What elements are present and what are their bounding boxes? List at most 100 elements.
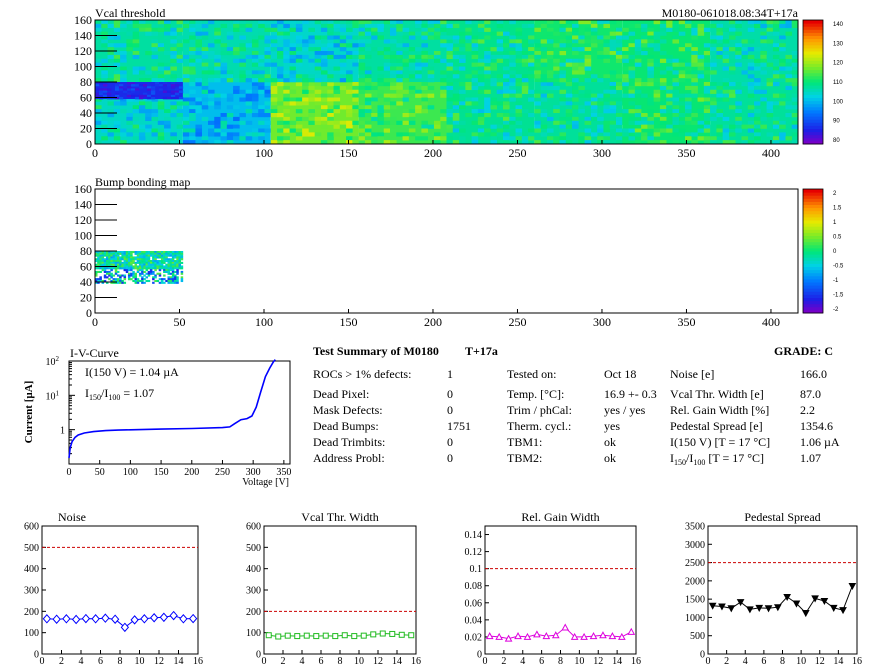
bump-cell bbox=[114, 281, 118, 284]
y-tick-label: 100 bbox=[74, 60, 92, 74]
bump-cell bbox=[171, 267, 175, 270]
heatmap-cell bbox=[452, 109, 460, 114]
bump-cell bbox=[125, 258, 129, 261]
heatmap-cell bbox=[289, 97, 297, 102]
heatmap-cell bbox=[320, 109, 328, 114]
heatmap-cell bbox=[339, 20, 347, 25]
color-scale-step bbox=[803, 198, 823, 202]
low-threshold-cell bbox=[174, 90, 180, 93]
bump-cell bbox=[138, 256, 142, 259]
bump-cell bbox=[163, 278, 166, 281]
heatmap-cell bbox=[584, 31, 592, 36]
bump-cell bbox=[112, 278, 116, 281]
bump-cell bbox=[171, 272, 175, 275]
heatmap-cell bbox=[302, 47, 309, 52]
heatmap-cell bbox=[760, 101, 767, 106]
heatmap-cell bbox=[314, 120, 322, 125]
heatmap-cell bbox=[233, 23, 240, 29]
y-tick-label: 100 bbox=[246, 628, 261, 639]
heatmap-cell bbox=[427, 66, 435, 71]
heatmap-cell bbox=[572, 66, 579, 71]
bump-cell bbox=[105, 276, 109, 279]
heatmap-cell bbox=[703, 51, 711, 56]
heatmap-cell bbox=[710, 140, 717, 145]
data-point bbox=[774, 604, 782, 612]
heatmap-cell bbox=[402, 47, 410, 52]
heatmap-cell bbox=[710, 97, 717, 102]
heatmap-cell bbox=[622, 66, 629, 71]
y-tick-label: 3500 bbox=[685, 522, 705, 533]
heatmap-cell bbox=[358, 39, 366, 44]
color-scale-step bbox=[803, 226, 823, 230]
heatmap-cell bbox=[201, 82, 209, 87]
bump-cell bbox=[145, 261, 149, 264]
heatmap-cell bbox=[502, 85, 510, 91]
heatmap-cell bbox=[226, 78, 234, 83]
color-scale-step bbox=[803, 128, 823, 133]
heatmap-cell bbox=[408, 132, 416, 137]
y-tick-label: 0.04 bbox=[465, 615, 483, 626]
color-scale-label: 130 bbox=[833, 41, 844, 47]
bump-cell bbox=[180, 254, 184, 257]
heatmap-cell bbox=[528, 136, 535, 141]
heatmap-cell bbox=[408, 113, 416, 118]
heatmap-cell bbox=[101, 35, 108, 40]
heatmap-cell bbox=[653, 78, 661, 83]
heatmap-cell bbox=[283, 120, 290, 125]
bump-cell bbox=[163, 270, 166, 273]
heatmap-cell bbox=[214, 31, 221, 36]
bump-cell bbox=[176, 252, 179, 255]
heatmap-cell bbox=[195, 23, 203, 29]
heatmap-cell bbox=[138, 78, 146, 83]
heatmap-cell bbox=[164, 113, 171, 118]
heatmap-cell bbox=[295, 116, 303, 122]
heatmap-cell bbox=[572, 89, 579, 94]
heatmap-cell bbox=[283, 23, 290, 29]
heatmap-cell bbox=[314, 54, 322, 60]
color-scale-step bbox=[803, 195, 823, 199]
heatmap-cell bbox=[779, 136, 786, 141]
heatmap-cell bbox=[528, 113, 535, 118]
heatmap-cell bbox=[402, 136, 410, 141]
heatmap-cell bbox=[572, 116, 579, 122]
heatmap-cell bbox=[295, 62, 303, 67]
low-threshold-cell bbox=[98, 92, 104, 96]
bump-cell bbox=[136, 267, 140, 270]
bump-cell bbox=[97, 256, 100, 259]
heatmap-cell bbox=[609, 31, 617, 36]
heatmap-cell bbox=[201, 62, 209, 67]
heatmap-cell bbox=[440, 70, 447, 75]
data-point bbox=[485, 632, 494, 640]
heatmap-cell bbox=[245, 101, 253, 106]
heatmap-cell bbox=[685, 105, 692, 110]
heatmap-cell bbox=[471, 120, 479, 125]
bump-cell bbox=[108, 278, 111, 281]
heatmap-cell bbox=[358, 85, 366, 91]
heatmap-cell bbox=[427, 70, 435, 75]
low-threshold-cell bbox=[174, 88, 180, 91]
summary-label: Therm. cycl.: bbox=[507, 419, 571, 433]
heatmap-cell bbox=[333, 31, 341, 36]
heatmap-cell bbox=[584, 93, 592, 98]
heatmap-cell bbox=[779, 23, 786, 29]
bump-cell bbox=[116, 260, 120, 263]
heatmap-cell bbox=[659, 39, 667, 44]
heatmap-cell bbox=[364, 27, 372, 32]
heatmap-cell bbox=[415, 109, 422, 114]
data-point bbox=[820, 597, 829, 606]
heatmap-cell bbox=[220, 74, 228, 79]
heatmap-cell bbox=[95, 27, 102, 32]
heatmap-cell bbox=[120, 43, 127, 48]
heatmap-cell bbox=[559, 78, 567, 83]
heatmap-cell bbox=[540, 82, 548, 87]
bump-cell bbox=[145, 252, 149, 255]
bump-cell bbox=[152, 263, 155, 266]
heatmap-cell bbox=[421, 136, 428, 141]
heatmap-cell bbox=[176, 124, 184, 129]
bump-cell bbox=[169, 263, 173, 266]
heatmap-cell bbox=[703, 105, 711, 110]
bump-cell bbox=[143, 270, 146, 273]
color-scale-step bbox=[803, 116, 823, 120]
heatmap-cell bbox=[515, 132, 523, 137]
heatmap-cell bbox=[421, 23, 428, 29]
